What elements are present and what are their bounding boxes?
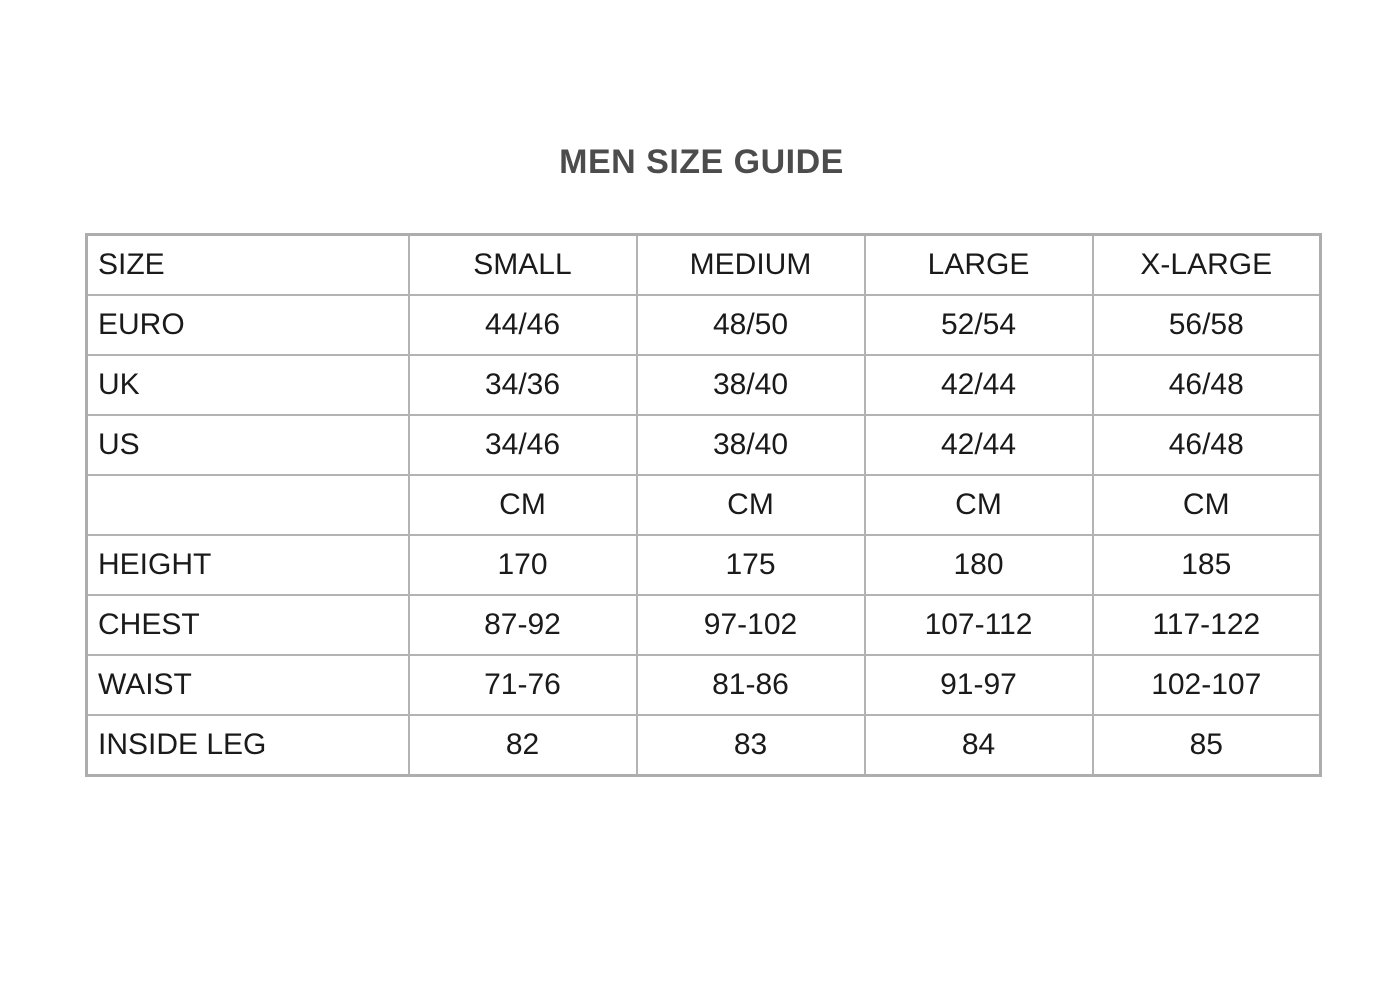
table-cell: 38/40	[635, 414, 866, 476]
table-row-inside-leg: INSIDE LEG 82 83 84 85	[85, 714, 1322, 777]
table-row-chest: CHEST 87-92 97-102 107-112 117-122	[85, 594, 1322, 656]
unit-cell-cm: CM	[1091, 474, 1322, 536]
header-row: SIZE SMALL MEDIUM LARGE X-LARGE	[85, 233, 1322, 296]
column-header-small: SMALL	[407, 233, 638, 296]
table-row-waist: WAIST 71-76 81-86 91-97 102-107	[85, 654, 1322, 716]
row-label-waist: WAIST	[85, 654, 410, 716]
table-cell: 82	[407, 714, 638, 777]
table-cell: 107-112	[863, 594, 1094, 656]
column-header-x-large: X-LARGE	[1091, 233, 1322, 296]
table-cell: 85	[1091, 714, 1322, 777]
table-cell: 83	[635, 714, 866, 777]
size-guide-table: SIZE SMALL MEDIUM LARGE X-LARGE EURO 44/…	[85, 233, 1322, 777]
row-label-uk: UK	[85, 354, 410, 416]
column-header-medium: MEDIUM	[635, 233, 866, 296]
table-cell: 91-97	[863, 654, 1094, 716]
table-row-us: US 34/46 38/40 42/44 46/48	[85, 414, 1322, 476]
unit-row-empty-cell	[85, 474, 410, 536]
row-label-inside-leg: INSIDE LEG	[85, 714, 410, 777]
table-row-uk: UK 34/36 38/40 42/44 46/48	[85, 354, 1322, 416]
table-cell: 42/44	[863, 354, 1094, 416]
table-cell: 42/44	[863, 414, 1094, 476]
row-label-chest: CHEST	[85, 594, 410, 656]
row-label-us: US	[85, 414, 410, 476]
table-cell: 44/46	[407, 294, 638, 356]
table-cell: 48/50	[635, 294, 866, 356]
column-header-large: LARGE	[863, 233, 1094, 296]
unit-cell-cm: CM	[863, 474, 1094, 536]
table-cell: 185	[1091, 534, 1322, 596]
unit-cell-cm: CM	[407, 474, 638, 536]
table-cell: 52/54	[863, 294, 1094, 356]
table-cell: 97-102	[635, 594, 866, 656]
row-label-height: HEIGHT	[85, 534, 410, 596]
table-cell: 180	[863, 534, 1094, 596]
row-label-euro: EURO	[85, 294, 410, 356]
table-row-height: HEIGHT 170 175 180 185	[85, 534, 1322, 596]
table-row-euro: EURO 44/46 48/50 52/54 56/58	[85, 294, 1322, 356]
table-cell: 81-86	[635, 654, 866, 716]
column-header-size: SIZE	[85, 233, 410, 296]
table-cell: 46/48	[1091, 414, 1322, 476]
unit-cell-cm: CM	[635, 474, 866, 536]
table-cell: 71-76	[407, 654, 638, 716]
table-cell: 117-122	[1091, 594, 1322, 656]
table-cell: 46/48	[1091, 354, 1322, 416]
table-cell: 87-92	[407, 594, 638, 656]
table-cell: 175	[635, 534, 866, 596]
unit-row: CM CM CM CM	[85, 474, 1322, 536]
table-cell: 38/40	[635, 354, 866, 416]
table-cell: 56/58	[1091, 294, 1322, 356]
page-title: MEN SIZE GUIDE	[559, 143, 844, 181]
table-cell: 170	[407, 534, 638, 596]
table-cell: 34/46	[407, 414, 638, 476]
table-cell: 34/36	[407, 354, 638, 416]
table-cell: 84	[863, 714, 1094, 777]
table-cell: 102-107	[1091, 654, 1322, 716]
